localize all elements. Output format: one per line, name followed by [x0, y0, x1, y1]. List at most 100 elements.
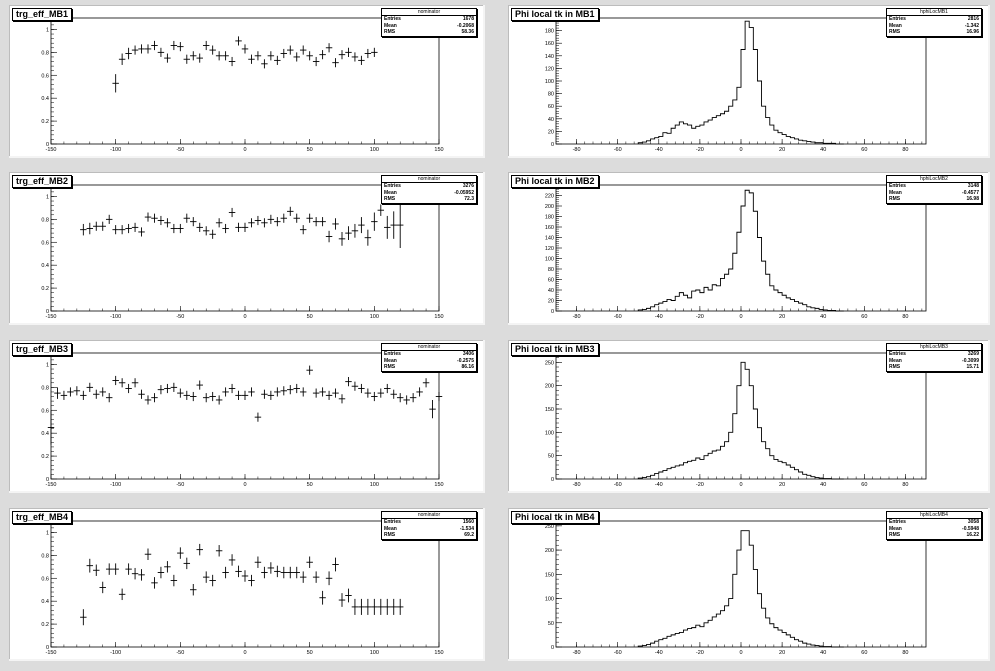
- data-point: [157, 47, 165, 57]
- data-point: [384, 215, 391, 239]
- data-point: [215, 545, 223, 557]
- histogram-bin: [770, 624, 774, 647]
- histogram-bin: [667, 469, 671, 479]
- data-point: [396, 202, 404, 248]
- data-point: [338, 593, 346, 607]
- histogram-bin: [823, 310, 827, 311]
- data-point: [125, 563, 132, 575]
- pad-phi-local-mb4: -80 -60 -40 -20 0 20 40 60 80 0 50 100 150 200 250 Phi …: [508, 508, 990, 661]
- data-point: [215, 51, 223, 61]
- x-tick-label: 0: [243, 314, 246, 320]
- x-tick-label: 100: [370, 482, 379, 488]
- data-point: [80, 223, 87, 236]
- data-point: [157, 566, 165, 579]
- data-point: [261, 389, 268, 399]
- histogram-bin: [733, 100, 737, 144]
- x-tick-label: 60: [861, 482, 867, 488]
- data-point: [144, 395, 152, 405]
- chart-title: trg_eff_MB4: [12, 511, 73, 524]
- histogram-bin: [712, 617, 716, 647]
- y-tick-label: 0: [551, 309, 554, 315]
- histogram-bin: [716, 116, 720, 144]
- y-tick-label: 0: [46, 142, 49, 148]
- data-point: [170, 574, 178, 587]
- histogram-bin: [737, 87, 741, 144]
- x-tick-label: 20: [779, 482, 785, 488]
- histogram-bin: [667, 636, 671, 647]
- data-point: [306, 51, 313, 61]
- histogram-bin: [762, 106, 766, 144]
- data-point: [358, 383, 365, 394]
- data-point: [157, 215, 165, 226]
- data-point: [118, 588, 126, 601]
- data-point: [248, 387, 255, 397]
- chart-title: trg_eff_MB1: [12, 8, 73, 21]
- data-point: [351, 223, 359, 238]
- data-point: [183, 54, 191, 64]
- histogram-bin: [663, 471, 667, 479]
- data-point: [325, 390, 333, 400]
- histogram-bin: [811, 645, 815, 647]
- histogram-bin: [766, 274, 770, 311]
- data-point: [209, 391, 216, 402]
- pad-trg-eff-mb1: -150 -100 -50 0 50 100 150 0 0.2 0.4 0.6 0.8 1 trg_ef…: [9, 5, 485, 158]
- histogram-bin: [646, 477, 650, 479]
- histogram-bin: [733, 253, 737, 311]
- histogram-bin: [778, 461, 782, 479]
- histogram-bin: [786, 298, 790, 311]
- x-tick-label: -20: [696, 482, 704, 488]
- x-tick-label: 100: [370, 314, 379, 320]
- histogram-bin: [700, 459, 704, 479]
- histogram-bin: [770, 286, 774, 311]
- data-point: [86, 382, 94, 392]
- data-point: [267, 562, 275, 574]
- data-point: [73, 386, 81, 396]
- histogram-bin: [696, 625, 700, 647]
- data-point: [332, 557, 339, 572]
- histogram-bin: [737, 550, 741, 647]
- histogram-bin: [704, 287, 708, 311]
- data-point: [325, 43, 333, 53]
- histogram-bin: [753, 50, 757, 145]
- data-point: [170, 382, 178, 392]
- y-tick-label: 250: [545, 524, 554, 530]
- histogram-bin: [782, 135, 786, 144]
- data-point: [293, 52, 300, 62]
- x-tick-label: -60: [614, 650, 622, 656]
- data-point: [306, 213, 313, 223]
- histogram-bin: [799, 303, 803, 311]
- y-tick-label: 0: [46, 309, 49, 315]
- histogram-bin: [794, 139, 798, 144]
- chart-svg: -150 -100 -50 0 50 100 150 0 0.2 0.4 0.6 0.8 1: [41, 520, 444, 656]
- data-point: [54, 387, 61, 399]
- histogram-bin: [720, 278, 724, 311]
- histogram-bin: [815, 478, 819, 479]
- y-tick-label: 0: [551, 645, 554, 651]
- histogram-bin: [741, 50, 745, 145]
- histogram-bin: [786, 136, 790, 144]
- y-tick-label: 0.2: [41, 622, 49, 628]
- data-point: [377, 204, 385, 216]
- data-point: [196, 222, 203, 232]
- data-point: [248, 218, 255, 228]
- data-point: [164, 561, 171, 573]
- histogram-bin: [803, 474, 807, 479]
- data-point: [254, 215, 262, 226]
- histogram-bin: [712, 451, 716, 479]
- x-tick-label: -60: [614, 314, 622, 320]
- chart-title: Phi local tk in MB2: [511, 175, 599, 188]
- histogram-bin: [753, 409, 757, 479]
- data-point: [371, 391, 378, 402]
- data-point: [190, 51, 197, 61]
- data-point: [99, 387, 106, 397]
- y-tick-label: 1: [46, 362, 49, 368]
- data-point: [118, 378, 126, 388]
- y-tick-label: 200: [545, 204, 554, 210]
- histogram-bin: [811, 477, 815, 479]
- histogram-bin: [774, 130, 778, 144]
- y-tick-label: 220: [545, 194, 554, 200]
- pad-phi-local-mb2: -80 -60 -40 -20 0 20 40 60 80 0 20 40 60 80 100 120 140 1…: [508, 172, 990, 325]
- y-tick-label: 0.8: [41, 385, 49, 391]
- data-point: [351, 381, 359, 391]
- x-tick-label: -40: [655, 147, 663, 153]
